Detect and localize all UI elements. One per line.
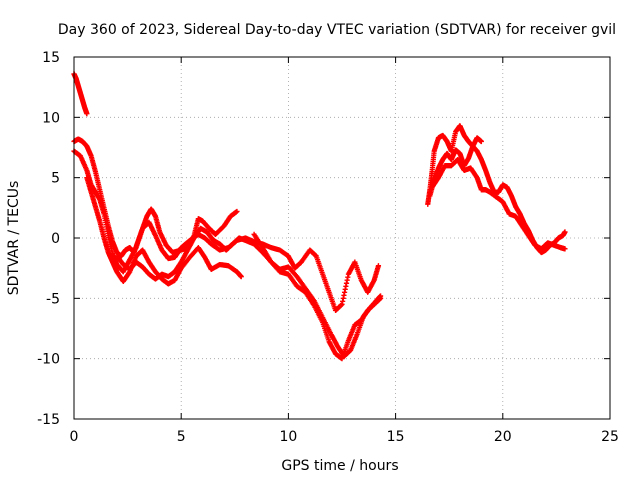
series-late-arc-c — [429, 156, 568, 252]
data-point — [375, 263, 382, 269]
x-tick-label: 20 — [494, 429, 512, 445]
series-arc-e — [251, 231, 384, 362]
y-axis-label: SDTVAR / TECUs — [6, 181, 22, 296]
x-tick-label: 15 — [387, 429, 405, 445]
axis-tick-labels: 0 5 10 15 20 25 -15 -10 -5 0 5 10 15 — [37, 50, 619, 445]
data-point — [562, 229, 568, 235]
series-arc-b — [71, 148, 382, 313]
x-axis-label: GPS time / hours — [281, 458, 398, 474]
data-point — [377, 295, 384, 301]
y-tick-label: 10 — [42, 110, 60, 126]
y-tick-label: 15 — [42, 50, 60, 66]
y-tick-label: -10 — [37, 352, 60, 368]
chart-title: Day 360 of 2023, Sidereal Day-to-day VTE… — [58, 22, 616, 38]
data-point — [478, 138, 484, 145]
x-tick-label: 5 — [177, 429, 186, 445]
y-tick-label: -15 — [37, 412, 60, 428]
x-tick-label: 10 — [279, 429, 297, 445]
y-tick-label: 0 — [51, 231, 60, 247]
y-tick-label: -5 — [46, 291, 60, 307]
data-point — [234, 208, 240, 215]
axis-ticks — [73, 56, 611, 420]
x-tick-label: 25 — [601, 429, 619, 445]
x-tick-label: 0 — [70, 429, 79, 445]
data-point — [238, 274, 244, 280]
data-point — [84, 111, 90, 117]
series-late-arc-a — [425, 123, 484, 207]
y-tick-label: 5 — [51, 171, 60, 187]
data-points — [71, 71, 568, 362]
series-early-arc — [71, 71, 90, 117]
series-arc-c — [84, 175, 244, 287]
data-point — [562, 246, 568, 252]
